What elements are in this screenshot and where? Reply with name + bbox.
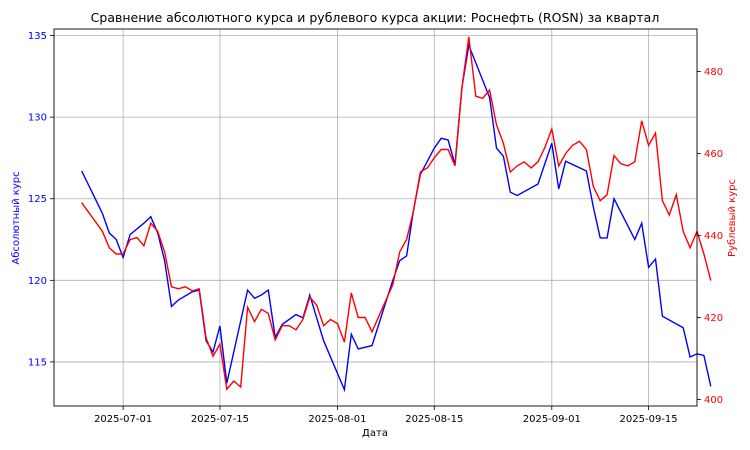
x-tick-label: 2025-09-01 (523, 414, 581, 425)
x-tick-label: 2025-08-01 (308, 414, 366, 425)
y-left-tick-label: 130 (28, 113, 47, 124)
x-axis-ticks: 2025-07-01 2025-07-15 2025-08-01 2025-08-15… (94, 406, 678, 425)
chart-title: Сравнение абсолютного курса и рублевого … (91, 10, 660, 25)
y-right-tick-label: 460 (704, 149, 723, 160)
y-right-tick-label: 420 (704, 313, 723, 324)
x-tick-label: 2025-07-15 (191, 414, 249, 425)
y-right-tick-label: 440 (704, 231, 723, 242)
y-right-axis-label: Рублевый курс (727, 179, 738, 257)
plot-frame (53, 28, 698, 407)
chart-grid (54, 29, 697, 406)
series-line-right (81, 36, 712, 391)
y-right-tick-label: 400 (704, 395, 723, 406)
x-axis-label: Дата (362, 428, 388, 439)
y-left-axis-ticks: 115 120 125 130 135 (28, 31, 54, 368)
series-line-left (81, 42, 712, 393)
x-tick-label: 2025-08-15 (405, 414, 463, 425)
y-left-tick-label: 125 (28, 194, 47, 205)
y-left-tick-label: 115 (28, 357, 47, 368)
y-left-axis-label: Абсолютный курс (11, 171, 22, 264)
y-left-tick-label: 135 (28, 31, 47, 42)
x-tick-label: 2025-07-01 (94, 414, 152, 425)
x-tick-label: 2025-09-15 (620, 414, 678, 425)
series-lines (81, 36, 712, 393)
y-right-tick-label: 480 (704, 67, 723, 78)
y-right-axis-ticks: 400 420 440 460 480 (697, 67, 723, 406)
y-left-tick-label: 120 (28, 276, 47, 287)
